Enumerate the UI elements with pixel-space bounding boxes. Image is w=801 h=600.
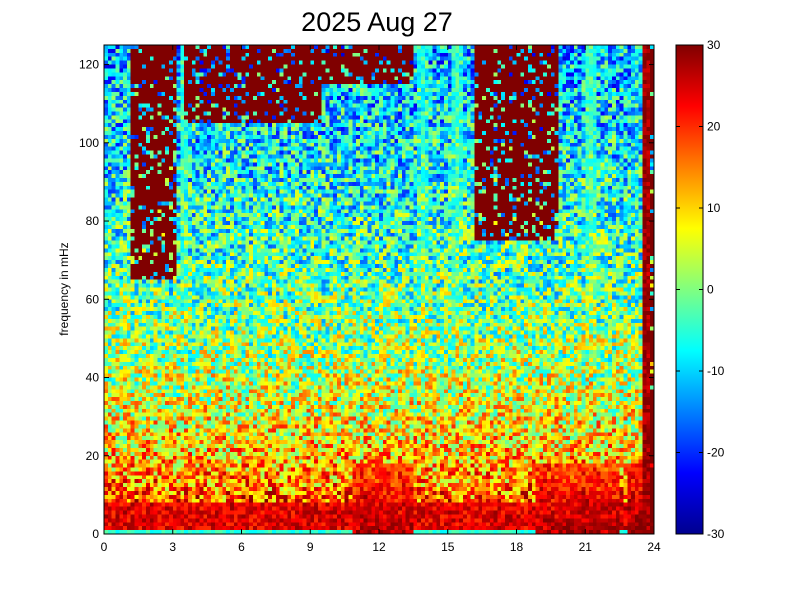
colorbar-tick-label: 30 [707,38,721,52]
colorbar-gradient [675,44,704,535]
y-axis: 0 20 40 60 80 100 120 [79,58,654,541]
spectrogram-heatmap [104,45,654,534]
x-tick-label: 9 [307,540,314,554]
colorbar-tick-label: 0 [707,283,714,297]
colorbar-tick-label: -30 [707,527,725,541]
colorbar-tick-label: 20 [707,120,721,134]
y-tick-label: 120 [79,58,99,72]
colorbar-ticks: -30 -20 -10 0 10 20 30 [676,38,725,541]
spectrogram-plot [103,44,655,535]
x-tick-label: 6 [238,540,245,554]
x-tick-label: 15 [441,540,455,554]
y-tick-label: 40 [86,371,100,385]
x-axis: 0 3 6 9 12 15 18 21 24 [101,45,661,554]
x-tick-label: 12 [372,540,386,554]
colorbar: -30 -20 -10 0 10 20 30 [675,38,725,541]
x-tick-label: 21 [579,540,593,554]
x-tick-label: 24 [647,540,661,554]
x-tick-label: 18 [510,540,524,554]
y-tick-label: 100 [79,136,99,150]
y-tick-label: 80 [86,214,100,228]
colorbar-tick-label: 10 [707,201,721,215]
y-tick-label: 20 [86,449,100,463]
x-tick-label: 0 [101,540,108,554]
y-axis-label: frequency in mHz [57,242,71,335]
x-tick-label: 3 [169,540,176,554]
colorbar-tick-label: -10 [707,364,725,378]
chart-title: 2025 Aug 27 [301,7,453,37]
y-tick-label: 60 [86,292,100,306]
y-tick-label: 0 [92,527,99,541]
colorbar-tick-label: -20 [707,446,725,460]
